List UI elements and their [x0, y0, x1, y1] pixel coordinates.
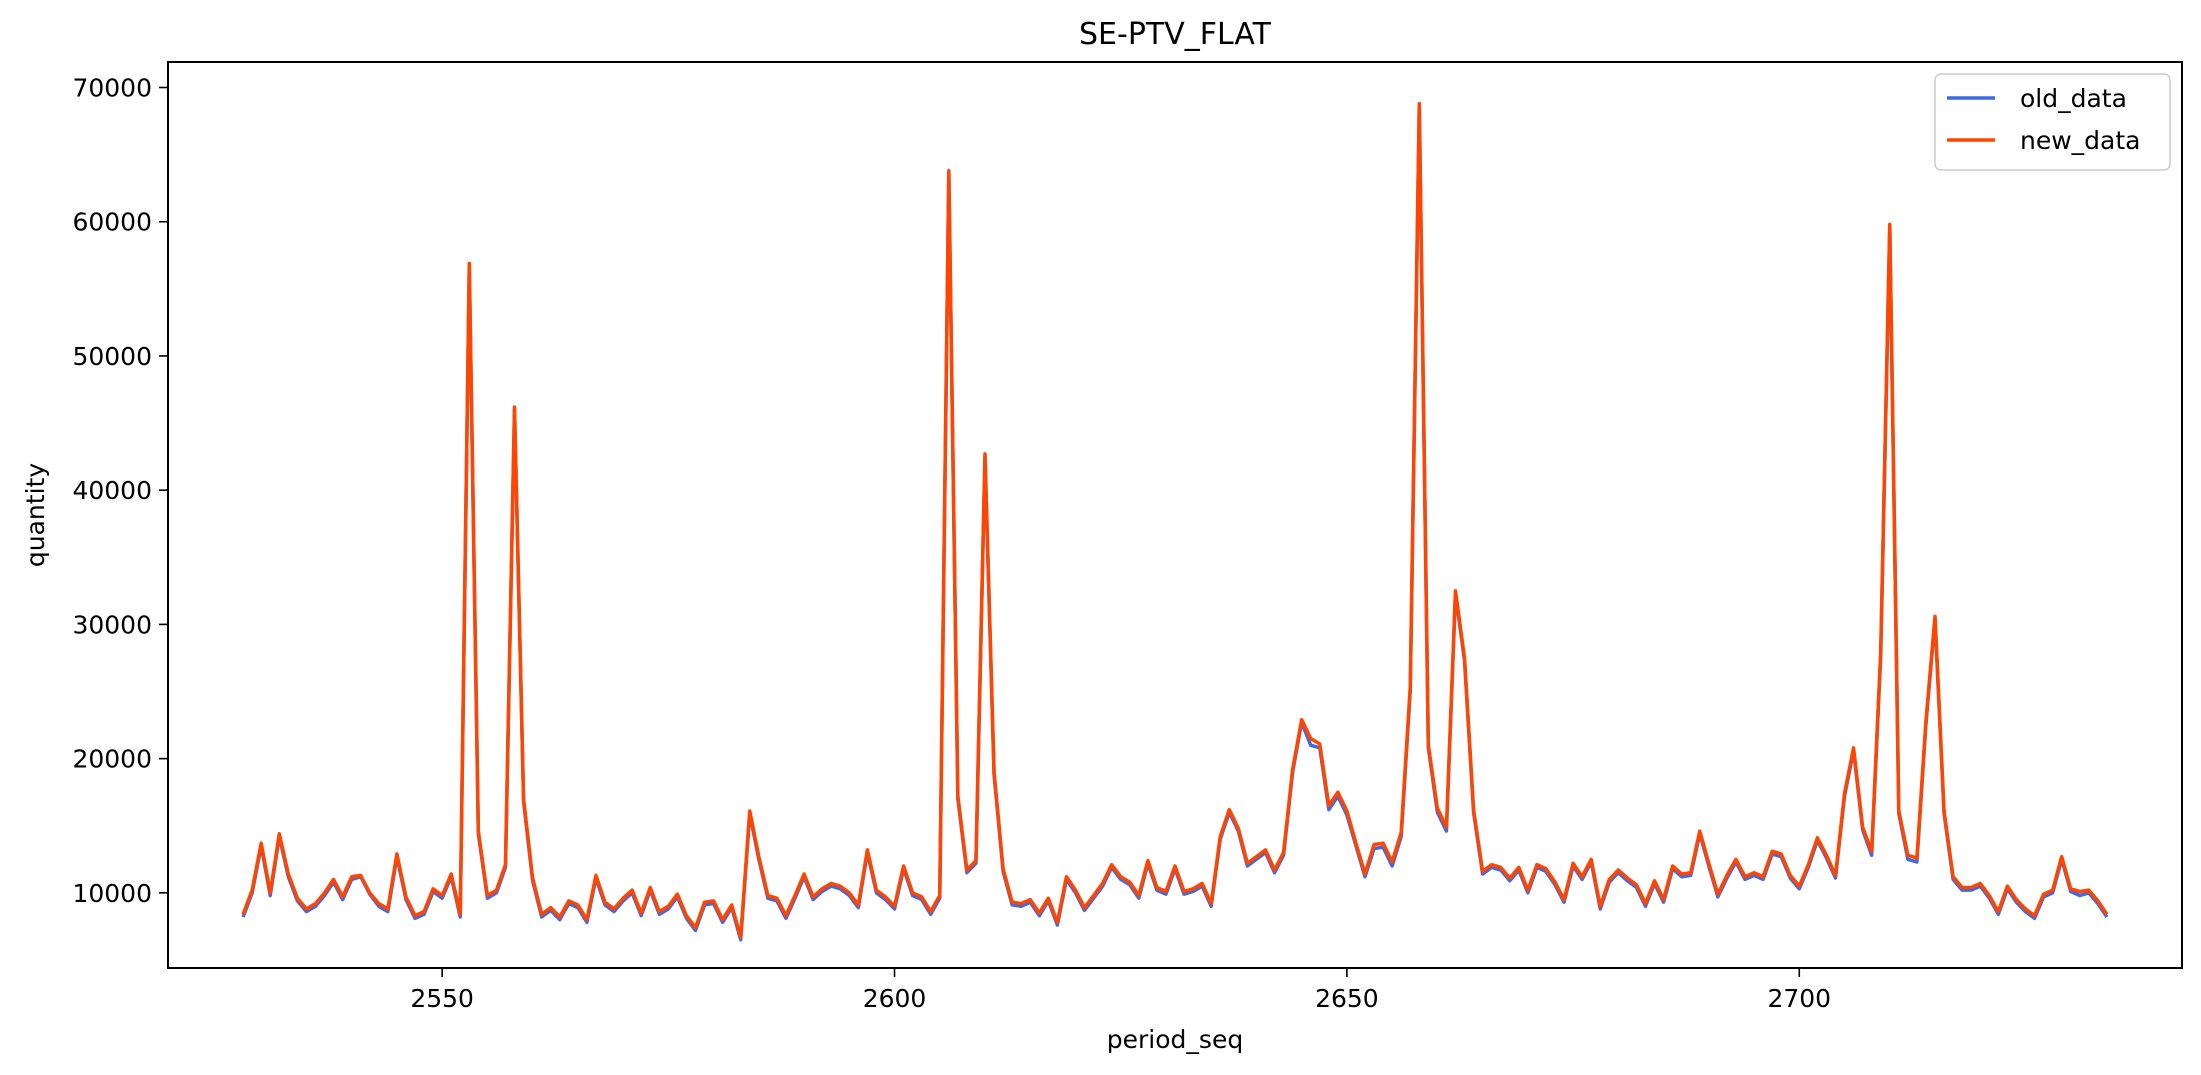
chart-title: SE-PTV_FLAT	[1079, 17, 1272, 52]
legend: old_data new_data	[1934, 73, 2171, 171]
y-tick-label: 10000	[72, 879, 152, 908]
series-line-new-data	[241, 101, 2109, 939]
y-tick-label: 40000	[72, 476, 152, 505]
legend-label-old-data: old_data	[2020, 84, 2127, 113]
y-tick-label: 20000	[72, 745, 152, 774]
x-tick-label: 2600	[863, 984, 927, 1013]
legend-label-new-data: new_data	[2020, 126, 2140, 155]
x-tick-label: 2700	[1767, 984, 1831, 1013]
series-layer	[241, 101, 2109, 942]
x-axis: 2550 2600 2650 2700	[410, 968, 1831, 1013]
y-tick-label: 30000	[72, 610, 152, 639]
y-tick-label: 50000	[72, 342, 152, 371]
y-tick-label: 60000	[72, 208, 152, 237]
y-axis: 10000 20000 30000 40000 50000 60000 70000	[72, 74, 168, 908]
x-tick-label: 2650	[1315, 984, 1379, 1013]
y-tick-label: 70000	[72, 74, 152, 103]
plot-frame	[167, 61, 2183, 969]
x-axis-label: period_seq	[1107, 1025, 1243, 1054]
y-axis-label: quantity	[21, 463, 50, 567]
x-tick-label: 2550	[410, 984, 474, 1013]
